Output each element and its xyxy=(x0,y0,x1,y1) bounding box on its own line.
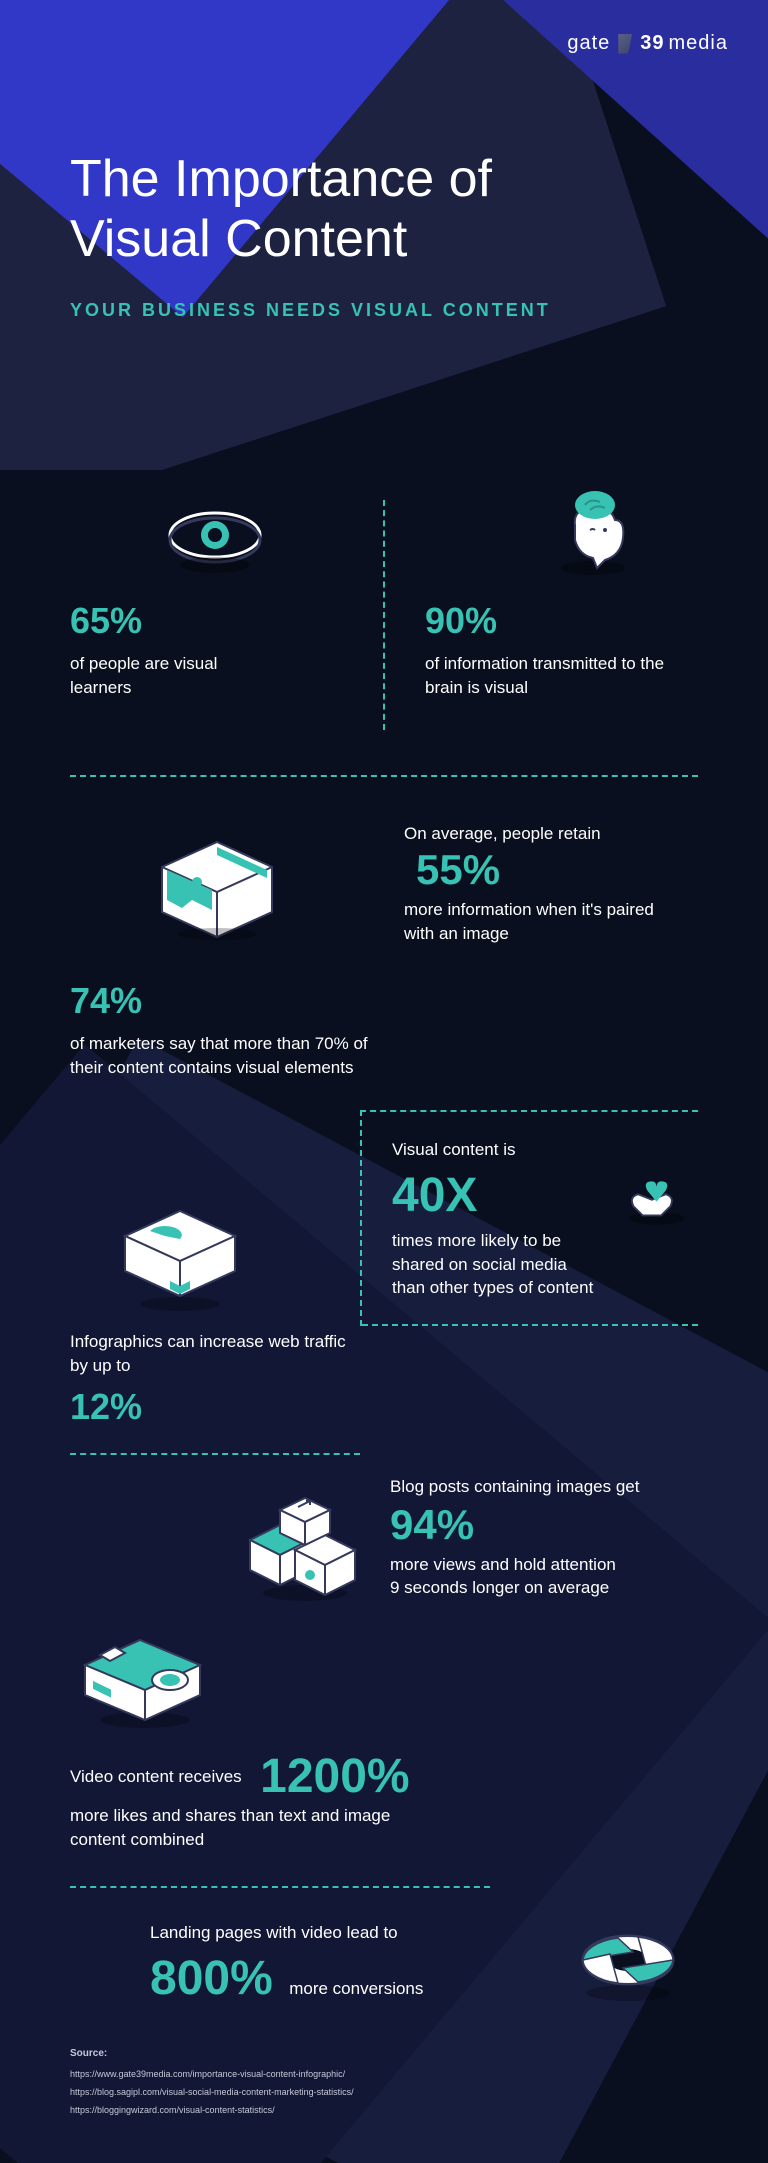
aperture-icon xyxy=(558,1918,698,2008)
stat-7-post: more views and hold attention 9 seconds … xyxy=(390,1553,630,1601)
stat-2-value: 90% xyxy=(425,600,698,642)
divider xyxy=(70,775,698,777)
stat-5-pre: Visual content is xyxy=(392,1138,698,1162)
eye-icon xyxy=(150,490,280,580)
infographic-page: gate 39 media The Importance of Visual C… xyxy=(0,0,768,2163)
sources: Source: https://www.gate39media.com/impo… xyxy=(0,2048,768,2163)
divider xyxy=(383,500,385,730)
brand-mark-icon xyxy=(618,34,632,54)
content: 65% of people are visual learners xyxy=(0,470,768,2048)
page-title: The Importance of Visual Content xyxy=(70,150,492,270)
source-item: https://www.gate39media.com/importance-v… xyxy=(70,2069,698,2079)
hands-heart-icon xyxy=(615,1162,698,1232)
stat-1-desc: of people are visual learners xyxy=(70,652,270,700)
stat-7-pre: Blog posts containing images get xyxy=(390,1475,698,1499)
brand-logo: gate 39 media xyxy=(567,32,728,55)
stat-3-pre: On average, people retain xyxy=(404,824,601,843)
camera-icon xyxy=(70,1625,220,1735)
brand-part1: gate xyxy=(567,32,610,55)
sources-label: Source: xyxy=(70,2048,698,2059)
stat-6-pre: Infographics can increase web traffic by… xyxy=(70,1330,350,1378)
stat-4-value: 74% xyxy=(70,980,370,1022)
stat-6-value: 12% xyxy=(70,1386,350,1428)
stat-7-value: 94% xyxy=(390,1501,698,1549)
stat-8-post: more likes and shares than text and imag… xyxy=(70,1804,430,1852)
stat-9-post: more conversions xyxy=(289,1979,423,1998)
stat-5-value: 40X xyxy=(392,1168,595,1223)
divider xyxy=(70,1886,490,1888)
stat-2-desc: of information transmitted to the brain … xyxy=(425,652,685,700)
picture-frame-icon xyxy=(142,832,292,942)
stat-9-pre: Landing pages with video lead to xyxy=(150,1921,528,1945)
body: 65% of people are visual learners xyxy=(0,470,768,2163)
page-subtitle: YOUR BUSINESS NEEDS VISUAL CONTENT xyxy=(70,300,551,321)
stat-8-pre: Video content receives xyxy=(70,1767,242,1786)
stat-1-value: 65% xyxy=(70,600,343,642)
brand-part3: media xyxy=(669,32,728,55)
monitor-chart-icon xyxy=(110,1206,250,1316)
stat-3-post: more information when it's paired with a… xyxy=(404,898,664,946)
stat-5-post: times more likely to be shared on social… xyxy=(392,1229,595,1300)
boxes-icon xyxy=(240,1495,370,1605)
head-brain-icon xyxy=(535,490,665,580)
header: gate 39 media The Importance of Visual C… xyxy=(0,0,768,470)
stat-9-value: 800% xyxy=(150,1952,273,2005)
divider xyxy=(70,1453,360,1455)
brand-part2: 39 xyxy=(640,32,664,55)
source-item: https://blog.sagipl.com/visual-social-me… xyxy=(70,2087,698,2097)
stat-4-desc: of marketers say that more than 70% of t… xyxy=(70,1032,370,1080)
stat-3-value: 55% xyxy=(416,846,500,893)
stat-8-value: 1200% xyxy=(260,1750,409,1803)
source-item: https://bloggingwizard.com/visual-conten… xyxy=(70,2105,698,2115)
